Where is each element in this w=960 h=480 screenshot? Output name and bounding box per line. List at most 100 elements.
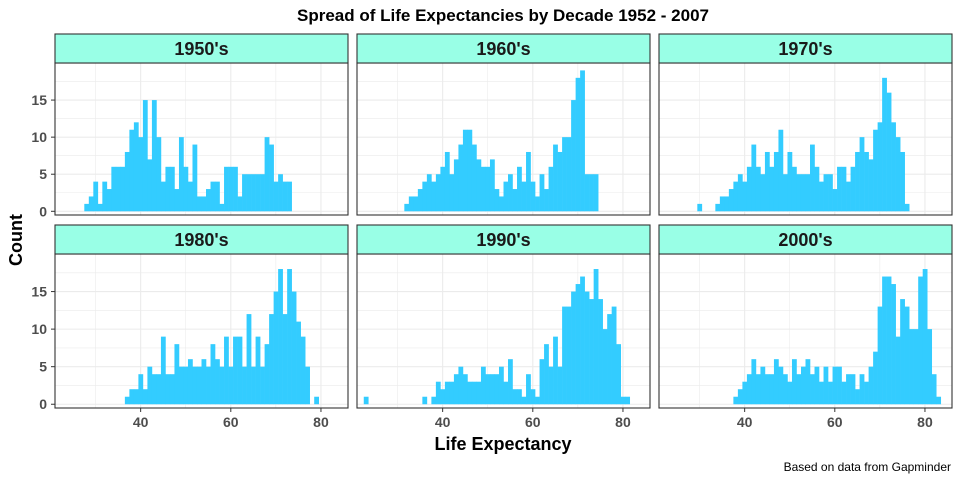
histogram-bar (548, 366, 554, 405)
histogram-bar (408, 196, 414, 212)
histogram-bar (246, 174, 252, 212)
histogram-bar (435, 381, 441, 405)
histogram-bar (237, 196, 243, 212)
histogram-bar (192, 366, 198, 405)
histogram-bar (300, 336, 306, 405)
histogram-bar (764, 374, 770, 405)
facet-strip-label: 1990's (476, 230, 530, 250)
histogram-bar (931, 374, 937, 405)
histogram-bar (607, 314, 612, 405)
histogram-bar (269, 144, 274, 212)
histogram-bar (755, 166, 761, 212)
histogram-bar (305, 366, 310, 405)
histogram-bar (435, 174, 441, 212)
histogram-bar (773, 151, 779, 212)
histogram-bar (260, 366, 265, 405)
facet-strip-label: 1950's (174, 39, 228, 59)
histogram-bar (737, 174, 743, 212)
histogram-bar (859, 137, 865, 212)
histogram-bar (625, 396, 631, 405)
y-tick-label: 0 (39, 396, 47, 412)
histogram-bar (611, 306, 617, 405)
histogram-bar (264, 344, 270, 405)
histogram-bar (796, 174, 802, 212)
histogram-bar (855, 151, 860, 212)
histogram-bar (913, 329, 919, 405)
histogram-bar (751, 144, 757, 212)
histogram-bar (494, 189, 500, 212)
histogram-bar (169, 166, 175, 212)
histogram-bar (746, 166, 752, 212)
histogram-bar (444, 151, 450, 212)
histogram-bar (728, 189, 734, 212)
histogram-bar (508, 174, 513, 212)
histogram-bar (760, 174, 766, 212)
histogram-bar (580, 276, 585, 405)
histogram-bar (210, 181, 216, 212)
y-tick-label: 15 (31, 284, 47, 300)
histogram-bar (476, 159, 482, 212)
y-tick-label: 5 (39, 166, 47, 182)
caption: Based on data from Gapminder (784, 460, 951, 474)
histogram-bar (458, 144, 464, 212)
histogram-bar (526, 374, 531, 405)
x-tick-label: 60 (223, 414, 239, 430)
histogram-bar (480, 366, 486, 405)
facet-panel: 1990's 40 60 80 (356, 224, 651, 430)
histogram-bar (900, 151, 905, 212)
histogram-bar (828, 174, 833, 212)
histogram-bar (616, 344, 621, 405)
histogram-bar (431, 181, 437, 212)
histogram-bar (215, 181, 220, 212)
histogram-bar (151, 100, 157, 212)
histogram-bar (462, 129, 468, 212)
x-axis-title: Life Expectancy (434, 434, 571, 454)
histogram-bar (102, 181, 108, 212)
histogram-bar (864, 151, 869, 212)
histogram-bar (287, 181, 292, 212)
histogram-bar (823, 174, 829, 212)
histogram-bar (440, 389, 446, 405)
histogram-bar (453, 159, 459, 212)
histogram-bar (489, 159, 495, 212)
histogram-bar (850, 166, 856, 212)
histogram-bar (535, 196, 540, 212)
histogram-bar (697, 203, 703, 212)
histogram-bar (886, 92, 892, 212)
histogram-bar (575, 77, 581, 212)
histogram-bar (174, 189, 180, 212)
histogram-bar (868, 366, 874, 405)
histogram-bar (521, 396, 527, 405)
histogram-bar (233, 336, 238, 405)
facet-panel: 1950's 0 5 10 15 (31, 33, 349, 219)
y-tick-label: 5 (39, 359, 47, 375)
histogram-bar (733, 181, 739, 212)
histogram-bar (138, 374, 144, 405)
histogram-bar (485, 166, 491, 212)
histogram-bar (458, 366, 464, 405)
y-tick-label: 10 (31, 129, 47, 145)
histogram-bar (440, 166, 446, 212)
histogram-bar (219, 366, 225, 405)
chart-title: Spread of Life Expectancies by Decade 19… (297, 6, 709, 25)
histogram-bar (508, 359, 513, 405)
histogram-bar (918, 276, 923, 405)
histogram-bar (755, 374, 761, 405)
histogram-bar (485, 374, 491, 405)
histogram-bar (724, 196, 730, 212)
histogram-bar (480, 166, 486, 212)
histogram-bar (111, 166, 117, 212)
histogram-bar (823, 366, 829, 405)
histogram-bar (196, 366, 202, 405)
histogram-bar (850, 374, 856, 405)
histogram-bar (841, 381, 847, 405)
histogram-bar (489, 374, 495, 405)
histogram-bar (837, 166, 842, 212)
histogram-bar (165, 374, 171, 405)
histogram-bar (498, 366, 504, 405)
histogram-bar (800, 174, 806, 212)
histogram-bar (927, 329, 933, 405)
histogram-bar (196, 196, 202, 212)
histogram-bar (422, 181, 428, 212)
histogram-bar (467, 381, 473, 405)
